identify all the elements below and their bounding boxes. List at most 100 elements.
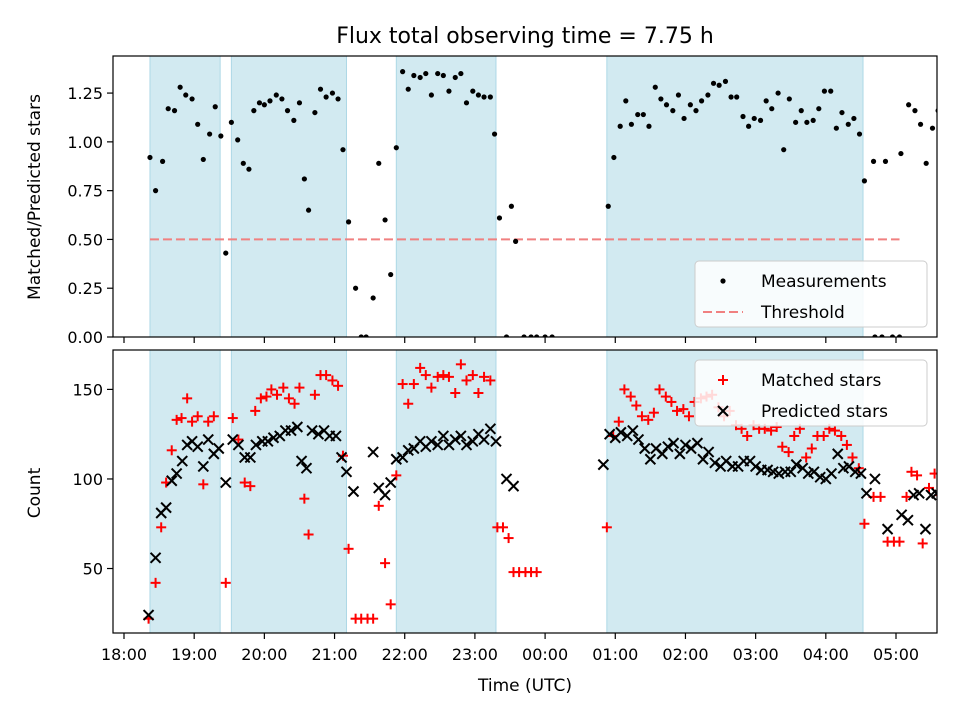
predicted-star-point <box>244 451 257 464</box>
legend-label: Measurements <box>761 272 887 292</box>
matched-star-point <box>531 567 542 578</box>
matched-star-point <box>203 416 214 427</box>
x-tick-label: 18:00 <box>101 645 147 664</box>
measurement-point <box>947 126 952 131</box>
matched-star-point <box>660 391 671 402</box>
predicted-star-point <box>855 467 867 480</box>
measurement-point <box>728 94 734 100</box>
matched-star-point <box>187 416 198 427</box>
measurement-point <box>428 92 434 98</box>
measurement-point <box>839 109 845 116</box>
measurement-point <box>458 70 464 77</box>
matched-star-point <box>806 443 817 454</box>
predicted-star-point <box>340 466 353 478</box>
measurement-point <box>528 334 534 337</box>
measurement-point <box>323 94 329 100</box>
predicted-star-point <box>191 441 204 453</box>
axes-frame <box>112 349 938 634</box>
matched-star-point <box>255 393 266 404</box>
measurement-point <box>941 116 946 121</box>
predicted-star-point <box>306 424 318 437</box>
x-tick-label: 20:00 <box>241 645 287 664</box>
matched-star-point <box>940 495 950 505</box>
predicted-star-point <box>773 467 785 480</box>
predicted-star-point <box>300 462 313 474</box>
predicted-star-point <box>142 609 155 621</box>
measurement-point <box>879 334 885 337</box>
observing-window-1 <box>149 350 221 633</box>
measurement-point <box>200 156 206 163</box>
predicted-star-point <box>170 467 183 480</box>
y-tick-label: 0.00 <box>67 328 103 347</box>
measurement-point <box>804 119 810 125</box>
matched-star-point <box>333 380 344 391</box>
matched-star-point <box>327 375 338 386</box>
measurement-point <box>279 96 285 102</box>
measurement-point <box>363 334 369 337</box>
matched-star-point <box>906 466 917 477</box>
matched-star-point <box>192 411 203 422</box>
matched-star-point <box>250 405 261 416</box>
legend-label: Matched stars <box>761 371 881 391</box>
measurement-point <box>435 70 441 77</box>
measurement-point <box>681 115 687 122</box>
x-tick-label: 00:00 <box>522 645 568 664</box>
measurement-point <box>663 102 670 108</box>
matched-star-point <box>841 439 852 450</box>
measurement-point <box>195 121 201 127</box>
matched-star-point <box>875 491 886 502</box>
predicted-star-point <box>785 466 797 478</box>
matched-star-point <box>683 411 694 422</box>
matched-star-point <box>648 407 659 418</box>
predicted-star-point <box>262 435 274 448</box>
measurement-point <box>251 108 257 114</box>
matched-star-point <box>309 389 320 400</box>
matched-star-point <box>789 430 800 441</box>
measurement-point <box>923 160 929 166</box>
measurement-point <box>534 334 540 337</box>
matched-star-point <box>847 452 858 463</box>
predicted-star-point <box>166 475 178 487</box>
y-tick-label: 1.00 <box>67 133 103 152</box>
measurement-point <box>757 117 764 123</box>
measurement-point <box>640 111 646 118</box>
predicted-star-point <box>632 433 645 446</box>
measurement-point <box>623 98 629 104</box>
measurement-point <box>751 115 757 122</box>
measurement-point <box>212 104 218 110</box>
predicted-star-point <box>709 457 721 469</box>
measurement-point <box>851 115 857 122</box>
predicted-star-point <box>949 529 959 539</box>
measurement-point <box>376 160 382 166</box>
measurement-point <box>267 98 273 104</box>
measurement-point <box>906 102 912 108</box>
matched-star-point <box>220 577 231 588</box>
predicted-star-point <box>913 487 925 499</box>
predicted-star-point <box>667 437 680 449</box>
measurement-point <box>273 92 279 98</box>
predicted-star-point <box>944 508 954 518</box>
matched-star-point <box>403 398 414 409</box>
measurement-point <box>358 334 364 337</box>
y-tick-label: 0.75 <box>67 182 103 201</box>
matched-star-point <box>479 371 490 382</box>
predicted-star-point <box>919 523 932 535</box>
x-tick-label: 19:00 <box>171 645 217 664</box>
predicted-star-point <box>202 433 214 446</box>
y-tick-label: 100 <box>72 470 103 489</box>
matched-star-point <box>171 414 182 425</box>
count-panel: 50 100 150 18:00 19:00 20:00 21:00 22:00 23:00 00… <box>72 349 959 664</box>
predicted-star-point <box>432 439 444 451</box>
measurement-point <box>917 121 924 127</box>
measurement-point <box>861 178 868 184</box>
predicted-star-point <box>869 473 881 485</box>
bottom-ylabel: Count <box>25 467 45 518</box>
measurement-point <box>821 88 828 94</box>
matched-star-point <box>233 434 244 445</box>
measurement-point <box>912 108 918 114</box>
matched-star-point <box>636 411 647 422</box>
measurement-point <box>722 78 729 84</box>
predicted-star-point <box>460 439 473 451</box>
predicted-star-point <box>176 455 188 467</box>
